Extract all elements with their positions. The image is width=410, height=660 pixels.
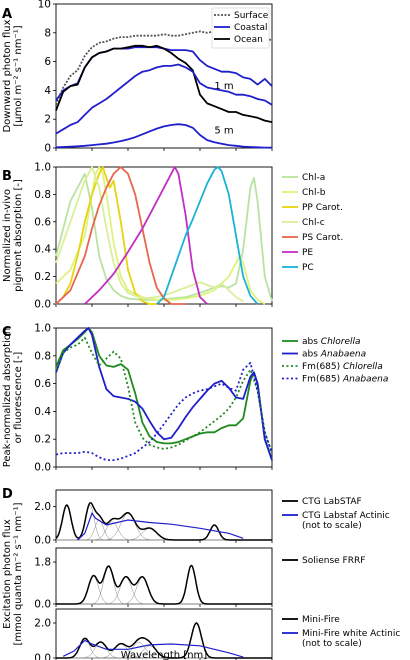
panel-A-ytick-label-3: 6: [44, 56, 51, 68]
panel-D2-component-3: [56, 576, 272, 605]
panel-C-legend-label-3: Fm(685) Anabaena: [302, 375, 388, 385]
panel-C-ytick-label-4: 0.8: [34, 350, 51, 362]
panel-D1-series-0: [55, 501, 272, 541]
panel-B-series-3: [55, 166, 244, 303]
panel-A-series-1: [55, 46, 273, 102]
panel-C-ytick-label-1: 0.2: [34, 434, 51, 446]
panel-A-series-4: [55, 123, 273, 149]
panel-C-legend-italic-0: Chlorella: [321, 337, 361, 347]
panel-C-ytick-label-3: 0.6: [34, 378, 51, 390]
panel-D1-legend-label-1: CTG Labstaf Actinic: [302, 511, 390, 521]
panel-B-series-5: [84, 166, 208, 305]
panel-B-ytick-label-2: 0.4: [34, 244, 51, 256]
panel-B-ytick-label-5: 1.0: [34, 162, 51, 174]
panel-D1-ytick-label-1: 2.0: [34, 501, 51, 513]
panel-B-series-6: [156, 166, 259, 305]
panel-D1-legend-note-1: (not to scale): [302, 521, 362, 531]
panel-B-legend-label-0: Chl-a: [302, 173, 325, 183]
panel-D3-series-1: [62, 639, 244, 658]
panel-C-ytick-label-5: 1.0: [34, 323, 51, 335]
panel-A-ytick-label-4: 8: [44, 27, 51, 39]
panel-D2-series-0: [56, 564, 272, 605]
panel-C-legend-label-2: Fm(685) Chlorella: [302, 362, 383, 372]
panel-C-legend-italic-1: Anabaena: [320, 350, 366, 360]
panel-D-xlabel: Wavelength [nm]: [121, 650, 207, 660]
panel-B-legend-label-6: PC: [302, 263, 314, 273]
panel-D1-series-1: [77, 512, 244, 541]
panel-B-ytick-label-4: 0.8: [34, 189, 51, 201]
panel-C-series-3: [55, 361, 273, 461]
panel-B-ylabel-0: Normalized in-vivo: [2, 189, 13, 282]
panel-D1-frame: [55, 489, 273, 541]
panel-B-ytick-label-0: 0.0: [34, 299, 51, 311]
panel-D2-legend-label-0: Soliense FRRF: [302, 556, 365, 566]
panel-A-annotation-1: 5 m: [214, 126, 233, 137]
panel-C-legend-label-1: abs Anabaena: [302, 350, 366, 360]
panel-B-series-4: [55, 166, 186, 305]
panel-C-letter: C: [2, 325, 12, 340]
panel-B-legend-label-3: Chl-c: [302, 218, 325, 228]
panel-A-ytick-label-0: 0: [44, 143, 51, 155]
panel-A-series-2: [55, 44, 273, 123]
panel-D1-component-4: [56, 513, 272, 541]
panel-C-legend-italic-3: Anabaena: [342, 375, 388, 385]
panel-A-ylabel-0: Downward photon flux: [2, 19, 13, 132]
panel-D3-legend-note-1: (not to scale): [302, 639, 362, 649]
panel-A-legend-label-2: Ocean: [234, 35, 263, 45]
panel-C-ylabel-1: or fluorescence [-]: [13, 352, 24, 444]
panel-A-annotation-0: 1 m: [214, 81, 233, 92]
panel-D3-legend-label-1: Mini-Fire white Actinic: [302, 629, 400, 639]
panel-D2-component-0: [56, 575, 272, 605]
panel-A-letter: A: [2, 7, 12, 22]
panel-D3-ytick-label-1: 2.0: [34, 618, 51, 630]
panel-A-legend-label-1: Coastal: [234, 23, 268, 33]
panel-A-ytick-label-2: 4: [44, 85, 51, 97]
panel-B-legend-label-5: PE: [302, 248, 313, 258]
panel-D1-legend-label-0: CTG LabSTAF: [302, 497, 362, 507]
panel-A-legend-box: [211, 7, 270, 49]
panel-B-legend-label-2: PP Carot.: [302, 203, 343, 213]
panel-D3-legend-label-0: Mini-Fire: [302, 615, 340, 625]
panel-D1-ytick-label-0: 0.0: [34, 535, 51, 547]
panel-C-series-2: [55, 336, 273, 454]
panel-D-ylabel-1: [mmol quanta m⁻² s⁻¹ nm⁻¹]: [13, 502, 24, 645]
panel-A-ylabel-1: [μmol m⁻² s⁻¹ nm⁻¹]: [13, 25, 24, 126]
panel-A-series-3: [55, 63, 273, 135]
panel-D3-series-0: [56, 622, 272, 659]
panel-B-ylabel-1: pigment absorption [-]: [13, 179, 24, 292]
panel-B-letter: B: [2, 169, 12, 184]
panel-C-ytick-label-0: 0.0: [34, 462, 51, 474]
panel-C-legend-italic-2: Chlorella: [343, 362, 383, 372]
panel-D-letter: D: [2, 487, 13, 502]
panel-A-ytick-label-1: 2: [44, 114, 51, 126]
panel-D2-ytick-label-1: 1.8: [34, 557, 51, 569]
panel-A-ytick-label-5: 10: [38, 0, 51, 11]
panel-C-legend-label-0: abs Chlorella: [302, 337, 361, 347]
panel-D2-component-2: [56, 577, 272, 605]
panel-C-ytick-label-2: 0.4: [34, 406, 51, 418]
panel-B-series-0: [55, 172, 273, 302]
panel-B-ytick-label-1: 0.2: [34, 271, 51, 283]
panel-B-legend-label-1: Chl-b: [302, 188, 326, 198]
panel-D2-frame: [55, 547, 273, 605]
panel-D3-ytick-label-0: 0.0: [34, 653, 51, 660]
panel-C-ylabel-0: Peak-normalized absorption: [2, 328, 13, 468]
panel-A-legend-label-0: Surface: [234, 11, 269, 21]
panel-B-legend-label-4: PS Carot.: [302, 233, 343, 243]
panel-B-ytick-label-3: 0.6: [34, 216, 51, 228]
panel-D2-ytick-label-0: 0.0: [34, 599, 51, 611]
panel-C-series-0: [55, 327, 273, 461]
panel-C-series-1: [55, 327, 273, 461]
panel-D-ylabel-0: Excitation photon flux: [2, 519, 13, 629]
